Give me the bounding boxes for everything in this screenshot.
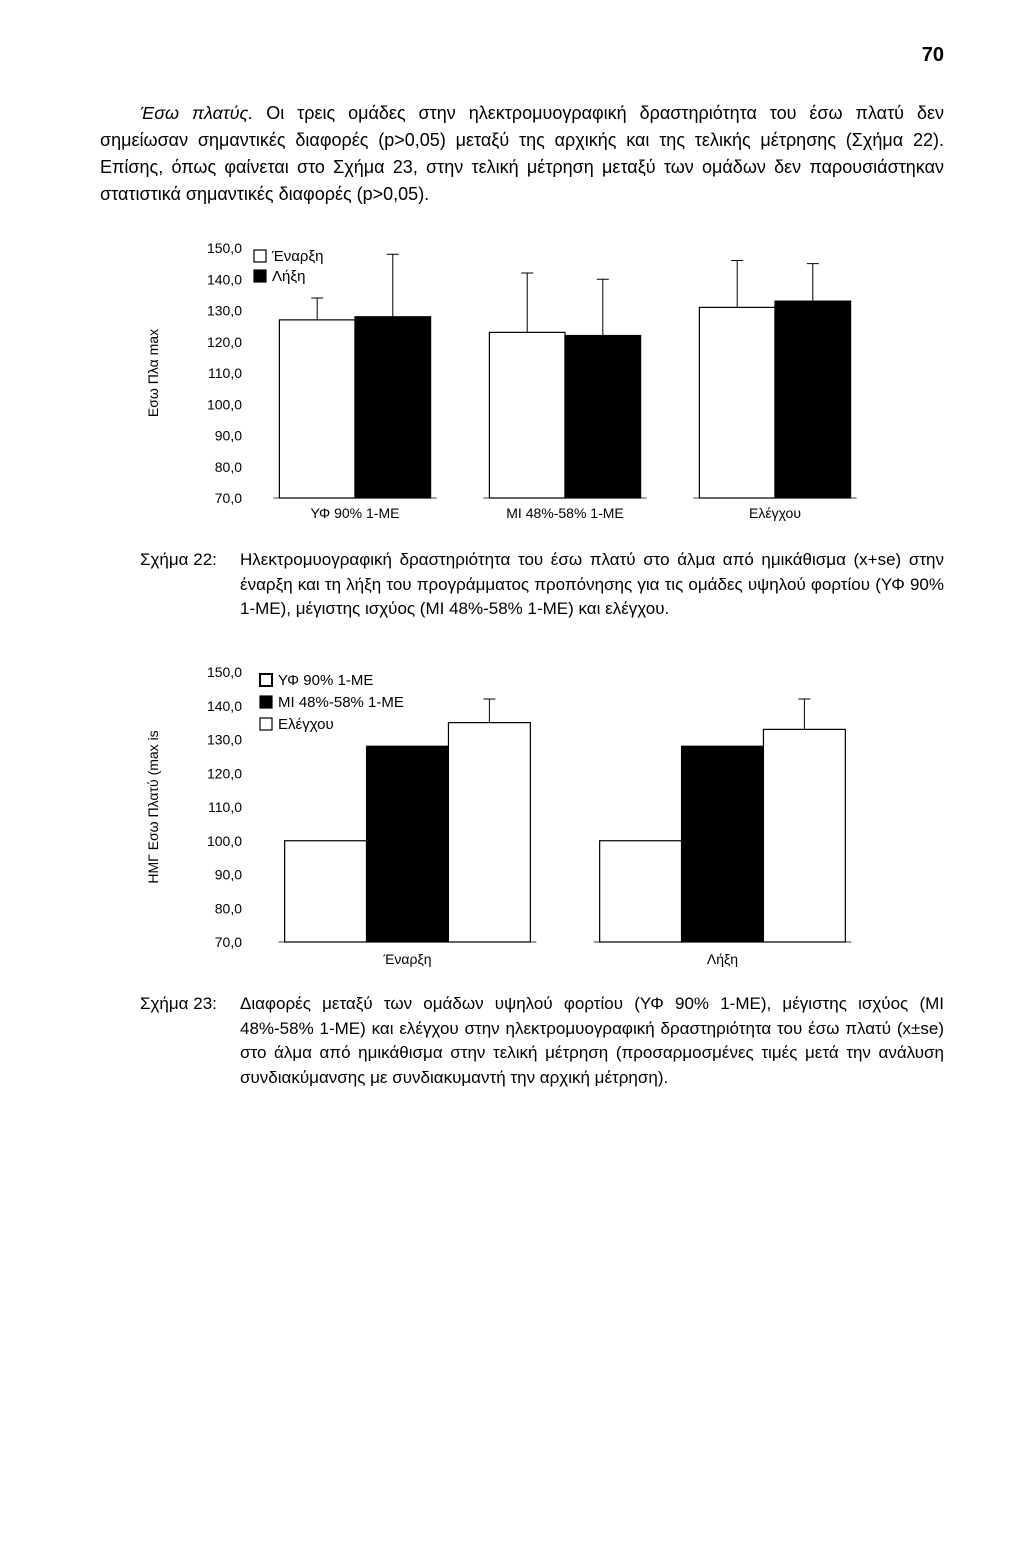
svg-text:ΥΦ 90% 1-ΜΕ: ΥΦ 90% 1-ΜΕ xyxy=(311,505,400,521)
body-paragraph: Έσω πλατύς. Οι τρεις ομάδες στην ηλεκτρο… xyxy=(100,100,944,208)
svg-text:130,0: 130,0 xyxy=(207,731,242,747)
paragraph-lead: Έσω πλατύς. xyxy=(140,103,253,123)
svg-text:ΥΦ 90% 1-ΜΕ: ΥΦ 90% 1-ΜΕ xyxy=(278,672,373,689)
caption-23-label: Σχήμα 23: xyxy=(140,992,240,1091)
svg-text:120,0: 120,0 xyxy=(207,334,242,350)
svg-text:Ελέγχου: Ελέγχου xyxy=(749,505,801,521)
caption-23-text: Διαφορές μεταξύ των ομάδων υψηλού φορτίο… xyxy=(240,992,944,1091)
svg-text:100,0: 100,0 xyxy=(207,833,242,849)
page-number: 70 xyxy=(100,40,944,70)
caption-22-label: Σχήμα 22: xyxy=(140,548,240,622)
svg-text:90,0: 90,0 xyxy=(215,428,242,444)
svg-text:Έναρξη: Έναρξη xyxy=(271,248,324,265)
svg-text:Λήξη: Λήξη xyxy=(272,268,305,285)
svg-text:100,0: 100,0 xyxy=(207,396,242,412)
chart-22-svg: 150,0 140,0 130,0 120,0 110,0 100,0 90,0 80,0 70… xyxy=(140,238,900,538)
svg-text:70,0: 70,0 xyxy=(215,934,242,950)
svg-text:80,0: 80,0 xyxy=(215,459,242,475)
svg-text:ΜΙ 48%-58% 1-ΜΕ: ΜΙ 48%-58% 1-ΜΕ xyxy=(506,505,623,521)
chart-23: 150,0 140,0 130,0 120,0 110,0 100,0 90,0 80,0 70… xyxy=(140,662,944,982)
svg-text:ΜΙ 48%-58% 1-ΜΕ: ΜΙ 48%-58% 1-ΜΕ xyxy=(278,694,404,711)
svg-text:ΗΜΓ Εσω Πλατύ (max is: ΗΜΓ Εσω Πλατύ (max is xyxy=(145,730,161,883)
caption-23: Σχήμα 23: Διαφορές μεταξύ των ομάδων υψη… xyxy=(140,992,944,1091)
svg-text:140,0: 140,0 xyxy=(207,271,242,287)
svg-text:70,0: 70,0 xyxy=(215,490,242,506)
svg-text:120,0: 120,0 xyxy=(207,765,242,781)
svg-text:110,0: 110,0 xyxy=(208,799,242,815)
svg-text:150,0: 150,0 xyxy=(207,664,242,680)
svg-text:Ελέγχου: Ελέγχου xyxy=(278,716,334,733)
svg-text:Εσω Πλα max: Εσω Πλα max xyxy=(145,329,161,417)
chart-23-svg: 150,0 140,0 130,0 120,0 110,0 100,0 90,0 80,0 70… xyxy=(140,662,900,982)
svg-text:Λήξη: Λήξη xyxy=(707,951,738,967)
svg-text:140,0: 140,0 xyxy=(207,698,242,714)
caption-22: Σχήμα 22: Ηλεκτρομυογραφική δραστηριότητ… xyxy=(140,548,944,622)
svg-text:90,0: 90,0 xyxy=(215,866,242,882)
caption-22-text: Ηλεκτρομυογραφική δραστηριότητα του έσω … xyxy=(240,548,944,622)
svg-text:150,0: 150,0 xyxy=(207,240,242,256)
chart-22: 150,0 140,0 130,0 120,0 110,0 100,0 90,0 80,0 70… xyxy=(140,238,944,538)
svg-text:130,0: 130,0 xyxy=(207,303,242,319)
svg-text:Έναρξη: Έναρξη xyxy=(382,951,431,967)
svg-text:80,0: 80,0 xyxy=(215,900,242,916)
svg-text:110,0: 110,0 xyxy=(208,365,242,381)
